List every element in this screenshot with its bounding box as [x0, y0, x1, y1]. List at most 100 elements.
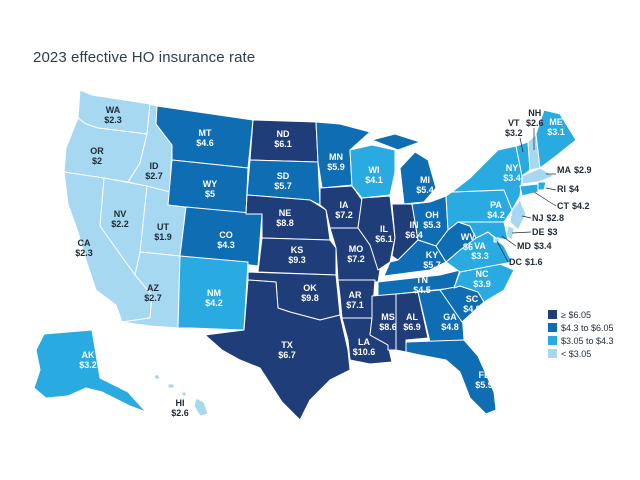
state-rate: $2.7: [145, 171, 163, 181]
state-rate: $9.8: [301, 293, 319, 303]
state-label-WA: WA $2.3: [104, 105, 122, 125]
state-rate: $3.2: [79, 360, 97, 370]
state-label-IN: IN $6.4: [405, 220, 423, 240]
state-abbr: VA: [474, 241, 486, 251]
state-abbr: CO: [219, 230, 233, 240]
state-abbr: WI: [368, 165, 380, 175]
state-label-UT: UT $1.9: [154, 222, 172, 242]
state-rate: $4.3: [217, 240, 235, 250]
state-abbr: CA: [77, 238, 91, 248]
state-label-AR: AR $7.1: [346, 290, 364, 310]
state-label-OK: OK $9.8: [301, 283, 319, 303]
state-abbr: MT: [198, 128, 212, 138]
state-rate: $3: [547, 227, 558, 237]
state-abbr: GA: [443, 312, 457, 322]
state-abbr: ND: [276, 129, 290, 139]
legend-item: $3.05 to $4.3: [548, 334, 614, 347]
state-abbr: OH: [425, 210, 439, 220]
state-label-KY: KY $5.7: [423, 250, 441, 270]
state-DC[interactable]: [493, 237, 500, 243]
state-label-ND: ND $6.1: [274, 129, 292, 149]
state-AK[interactable]: [33, 329, 147, 413]
state-IL[interactable]: [357, 195, 396, 271]
state-rate: $4.2: [205, 298, 223, 308]
state-abbr: RI: [557, 184, 566, 194]
state-label-MA: MA $2.9: [557, 165, 592, 175]
state-label-TX: TX $6.7: [278, 340, 296, 360]
state-rate: $3.4: [534, 241, 552, 251]
state-RI[interactable]: [537, 181, 547, 191]
state-TX[interactable]: [204, 279, 351, 421]
legend-label: < $3.05: [561, 348, 592, 359]
state-abbr: ID: [149, 161, 159, 171]
leader-ri: [545, 187, 557, 191]
state-rate: $2: [91, 156, 102, 166]
state-abbr: NH: [528, 108, 542, 118]
state-abbr: PA: [490, 200, 502, 210]
legend-swatch: [548, 349, 557, 358]
state-KS[interactable]: [257, 237, 337, 276]
state-label-ME: ME $3.1: [547, 117, 565, 137]
state-abbr: MD: [517, 241, 531, 251]
state-label-NY: NY $3.4: [503, 163, 521, 183]
state-rate: $6.7: [278, 350, 296, 360]
state-SD[interactable]: [246, 159, 321, 206]
leader-dc: [496, 240, 509, 263]
state-abbr: AL: [406, 312, 418, 322]
state-abbr: IA: [339, 200, 349, 210]
state-rate: $2.3: [75, 248, 93, 258]
state-label-MD: MD $3.4: [517, 241, 552, 251]
state-rate: $5.9: [327, 162, 345, 172]
state-CT[interactable]: [519, 183, 539, 197]
state-label-ID: ID $2.7: [145, 161, 163, 181]
state-rate: $3.1: [547, 127, 565, 137]
state-CO[interactable]: [179, 206, 263, 267]
state-rate: $5: [204, 189, 215, 199]
state-NJ[interactable]: [509, 199, 527, 231]
state-label-NM: NM $4.2: [205, 288, 223, 308]
state-label-IA: IA $7.2: [335, 200, 353, 220]
state-abbr: DC: [509, 257, 522, 267]
state-rate: $7.1: [346, 300, 364, 310]
state-rate: $6.1: [274, 139, 292, 149]
state-abbr: HI: [175, 398, 185, 408]
state-label-NE: NE $8.8: [276, 208, 294, 228]
leader-ct: [533, 191, 557, 207]
state-label-DC: DC $1.6: [509, 257, 543, 267]
state-rate: $2.7: [144, 293, 162, 303]
state-HI[interactable]: [153, 373, 209, 417]
state-FL[interactable]: [405, 339, 497, 415]
state-label-CA: CA $2.3: [75, 238, 93, 258]
state-label-HI: HI $2.6: [171, 398, 189, 418]
state-label-AL: AL $6.9: [403, 312, 421, 332]
state-NM[interactable]: [177, 255, 249, 331]
state-MA[interactable]: [521, 167, 555, 185]
state-rate: $1.9: [154, 232, 172, 242]
state-label-NV: NV $2.2: [111, 209, 129, 229]
state-abbr: NC: [475, 269, 489, 279]
state-rate: $2.3: [104, 115, 122, 125]
state-MD[interactable]: [457, 221, 509, 241]
state-abbr: WV: [460, 232, 476, 242]
state-label-NC: NC $3.9: [473, 269, 491, 289]
state-abbr: MA: [557, 165, 571, 175]
state-rate: $6: [462, 242, 473, 252]
state-abbr: NY: [505, 163, 519, 173]
state-label-VT: VT $3.2: [505, 118, 523, 138]
leader-de: [511, 231, 532, 234]
state-rate: $2.6: [171, 408, 189, 418]
state-label-MO: MO $7.2: [347, 244, 365, 264]
state-rate: $3.2: [505, 128, 523, 138]
state-abbr: WA: [105, 105, 121, 115]
state-rate: $7.2: [335, 210, 353, 220]
state-rate: $4.6: [196, 138, 214, 148]
leader-nj: [521, 215, 532, 219]
state-label-SD: SD $5.7: [274, 171, 292, 191]
state-rate: $2.9: [574, 165, 592, 175]
state-rate: $4.5: [413, 285, 431, 295]
state-abbr: NM: [207, 288, 221, 298]
state-label-MS: MS $8.6: [379, 312, 397, 332]
state-rate: $2.2: [111, 219, 129, 229]
state-rate: $7.2: [347, 254, 365, 264]
state-WI[interactable]: [349, 144, 396, 199]
